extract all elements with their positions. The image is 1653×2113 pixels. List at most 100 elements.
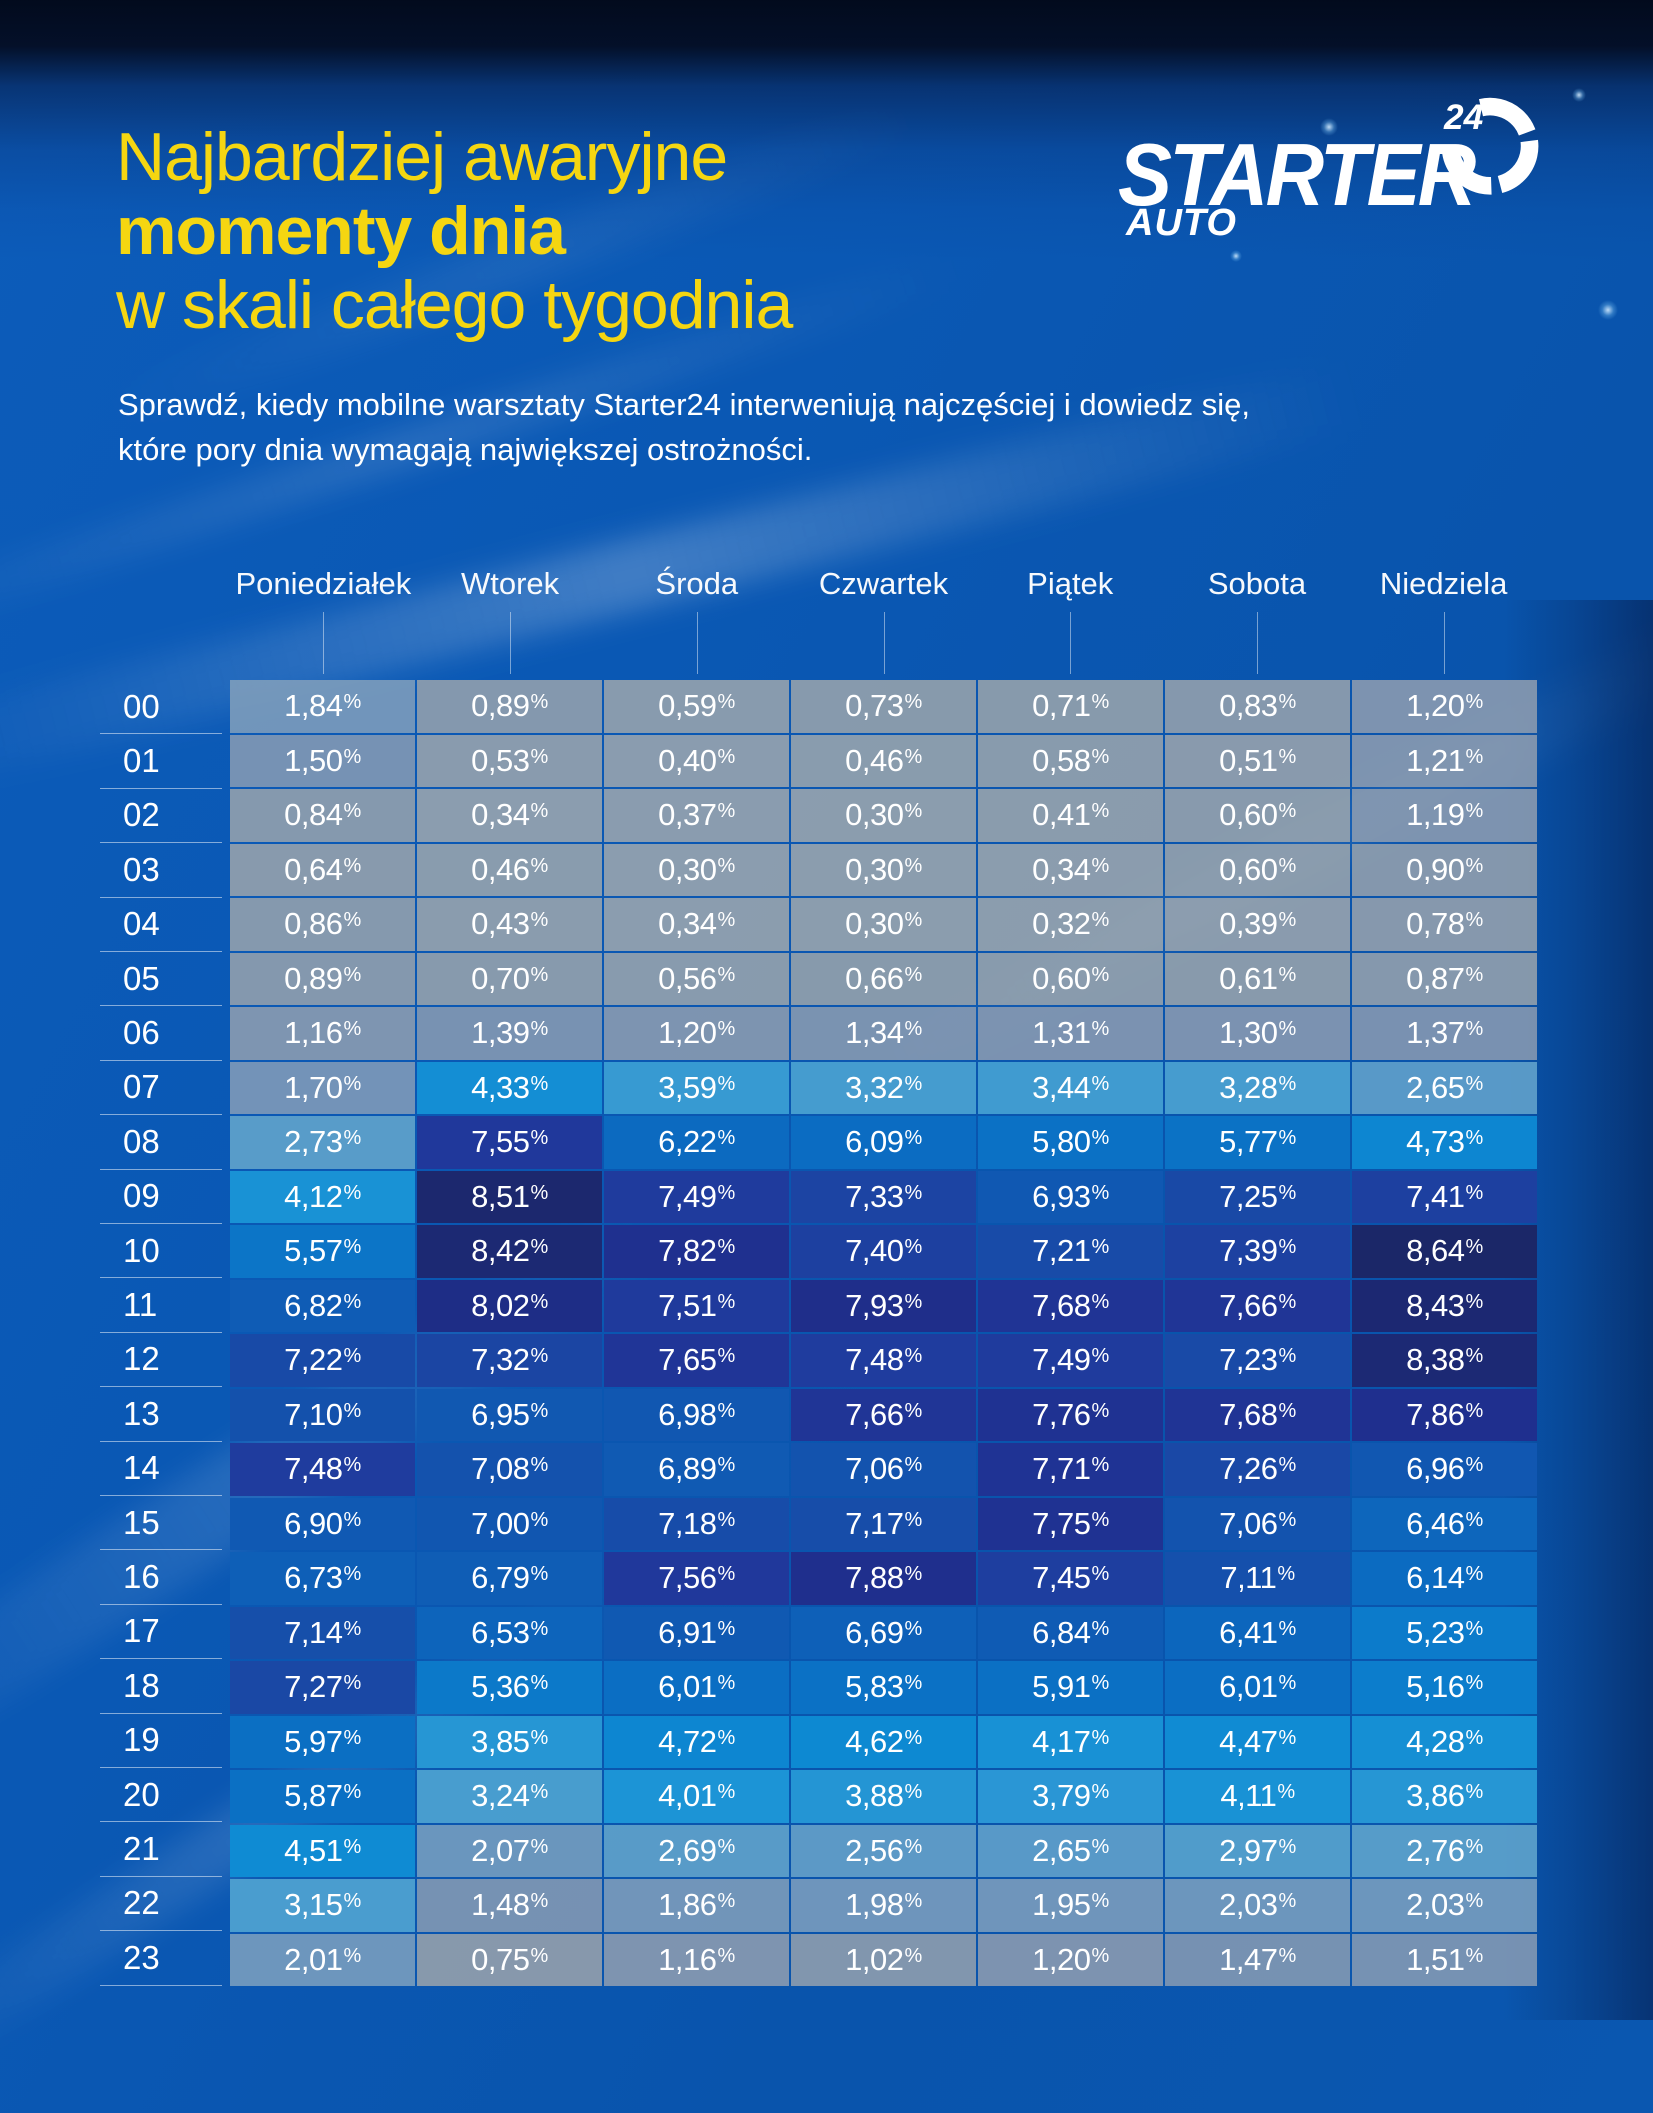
hour-label: 16 — [100, 1550, 222, 1605]
heatmap-cell: 6,41% — [1165, 1606, 1350, 1659]
heatmap-cell: 0,89% — [417, 680, 602, 733]
heatmap-cell: 8,38% — [1352, 1334, 1537, 1387]
heatmap-cell: 0,53% — [417, 734, 602, 787]
logo-wheel-24-icon: 24 — [1441, 97, 1539, 195]
heatmap-cell: 7,41% — [1352, 1170, 1537, 1223]
heatmap-cell: 1,30% — [1165, 1007, 1350, 1060]
logo-sub-text: AUTO — [1126, 202, 1237, 244]
heatmap-cell: 2,01% — [230, 1933, 415, 1986]
heatmap-cell: 0,60% — [1165, 843, 1350, 896]
heatmap-cell: 1,51% — [1352, 1933, 1537, 1986]
hour-label: 22 — [100, 1877, 222, 1932]
heatmap-cell: 4,33% — [417, 1061, 602, 1114]
heatmap-cell: 8,64% — [1352, 1225, 1537, 1278]
heatmap-cell: 0,58% — [978, 734, 1163, 787]
hour-label: 21 — [100, 1822, 222, 1877]
heatmap-cell: 0,46% — [791, 734, 976, 787]
hour-label: 18 — [100, 1659, 222, 1714]
heatmap-cell: 1,70% — [230, 1061, 415, 1114]
hour-label: 02 — [100, 789, 222, 844]
column-ticks — [230, 612, 1537, 674]
heatmap-cell: 0,34% — [978, 843, 1163, 896]
heatmap-cell: 2,07% — [417, 1824, 602, 1877]
heatmap-cell: 7,14% — [230, 1606, 415, 1659]
heatmap-cell: 7,66% — [791, 1388, 976, 1441]
heatmap-cell: 6,01% — [1165, 1661, 1350, 1714]
sparkle-dot — [1572, 88, 1586, 102]
heatmap-cell: 8,43% — [1352, 1279, 1537, 1332]
heatmap-cell: 3,15% — [230, 1879, 415, 1932]
page-title: Najbardziej awaryjne momenty dnia w skal… — [116, 119, 793, 343]
title-line-3: w skali całego tygodnia — [116, 267, 793, 343]
heatmap-cell: 4,12% — [230, 1170, 415, 1223]
heatmap-cell: 0,30% — [604, 843, 789, 896]
heatmap-cell: 0,46% — [417, 843, 602, 896]
heatmap-cell: 0,60% — [1165, 789, 1350, 842]
heatmap-cell: 7,06% — [791, 1443, 976, 1496]
heatmap-cell: 3,24% — [417, 1770, 602, 1823]
heatmap-cell: 7,88% — [791, 1552, 976, 1605]
heatmap-cell: 6,96% — [1352, 1443, 1537, 1496]
heatmap-cell: 2,65% — [978, 1824, 1163, 1877]
heatmap-cell: 1,21% — [1352, 734, 1537, 787]
heatmap-cell: 0,70% — [417, 952, 602, 1005]
heatmap-cell: 7,82% — [604, 1225, 789, 1278]
heatmap-cell: 6,53% — [417, 1606, 602, 1659]
hour-label: 19 — [100, 1714, 222, 1768]
column-tick — [883, 612, 885, 674]
heatmap-cell: 0,59% — [604, 680, 789, 733]
heatmap-cell: 0,84% — [230, 789, 415, 842]
hour-label: 09 — [100, 1170, 222, 1224]
heatmap-cell: 4,28% — [1352, 1715, 1537, 1768]
heatmap-cell: 4,17% — [978, 1715, 1163, 1768]
heatmap-cell: 3,28% — [1165, 1061, 1350, 1114]
heatmap-cell: 6,82% — [230, 1279, 415, 1332]
column-tick — [323, 612, 325, 674]
heatmap-cell: 1,84% — [230, 680, 415, 733]
hour-label: 01 — [100, 734, 222, 789]
heatmap-cell: 1,98% — [791, 1879, 976, 1932]
heatmap-cell: 4,51% — [230, 1824, 415, 1877]
heatmap-cell: 8,51% — [417, 1170, 602, 1223]
heatmap-cell: 1,20% — [604, 1007, 789, 1060]
hour-label: 10 — [100, 1224, 222, 1279]
hour-labels: 00 01 02 03 04 05 06 07 08 09 10 11 12 13 14 15 16 17 18 19… — [100, 680, 222, 1986]
heatmap-cell: 7,06% — [1165, 1497, 1350, 1550]
page-subtitle: Sprawdź, kiedy mobilne warsztaty Starter… — [118, 382, 1250, 472]
heatmap-cell: 7,23% — [1165, 1334, 1350, 1387]
heatmap-cell: 0,66% — [791, 952, 976, 1005]
heatmap-cell: 7,39% — [1165, 1225, 1350, 1278]
heatmap-cell: 7,10% — [230, 1388, 415, 1441]
heatmap-cell: 1,50% — [230, 734, 415, 787]
heatmap-cell: 4,11% — [1165, 1770, 1350, 1823]
heatmap-cell: 4,73% — [1352, 1116, 1537, 1169]
heatmap-cell: 5,80% — [978, 1116, 1163, 1169]
heatmap-cell: 2,03% — [1352, 1879, 1537, 1932]
heatmap-cell: 5,23% — [1352, 1606, 1537, 1659]
heatmap-cell: 0,64% — [230, 843, 415, 896]
hour-label: 00 — [100, 680, 222, 735]
heatmap-cell: 0,30% — [791, 898, 976, 951]
column-header-5: Piątek — [1027, 566, 1114, 601]
heatmap-cell: 1,86% — [604, 1879, 789, 1932]
heatmap-cell: 7,93% — [791, 1279, 976, 1332]
heatmap-cell: 1,95% — [978, 1879, 1163, 1932]
hour-label: 11 — [100, 1278, 222, 1333]
heatmap-cell: 3,59% — [604, 1061, 789, 1114]
heatmap-cell: 0,34% — [604, 898, 789, 951]
column-tick — [1070, 612, 1072, 674]
column-tick — [696, 612, 698, 674]
column-header-4: Czwartek — [818, 566, 949, 601]
heatmap-cell: 0,86% — [230, 898, 415, 951]
title-line-1: Najbardziej awaryjne — [116, 119, 728, 195]
heatmap-cell: 1,39% — [417, 1007, 602, 1060]
heatmap-cell: 6,95% — [417, 1388, 602, 1441]
heatmap-cell: 0,73% — [791, 680, 976, 733]
heatmap-cell: 3,44% — [978, 1061, 1163, 1114]
heatmap-cell: 4,72% — [604, 1715, 789, 1768]
heatmap-cell: 0,51% — [1165, 734, 1350, 787]
heatmap-cell: 0,75% — [417, 1933, 602, 1986]
heatmap-cell: 2,56% — [791, 1824, 976, 1877]
heatmap-cell: 1,34% — [791, 1007, 976, 1060]
heatmap-cell: 7,75% — [978, 1497, 1163, 1550]
